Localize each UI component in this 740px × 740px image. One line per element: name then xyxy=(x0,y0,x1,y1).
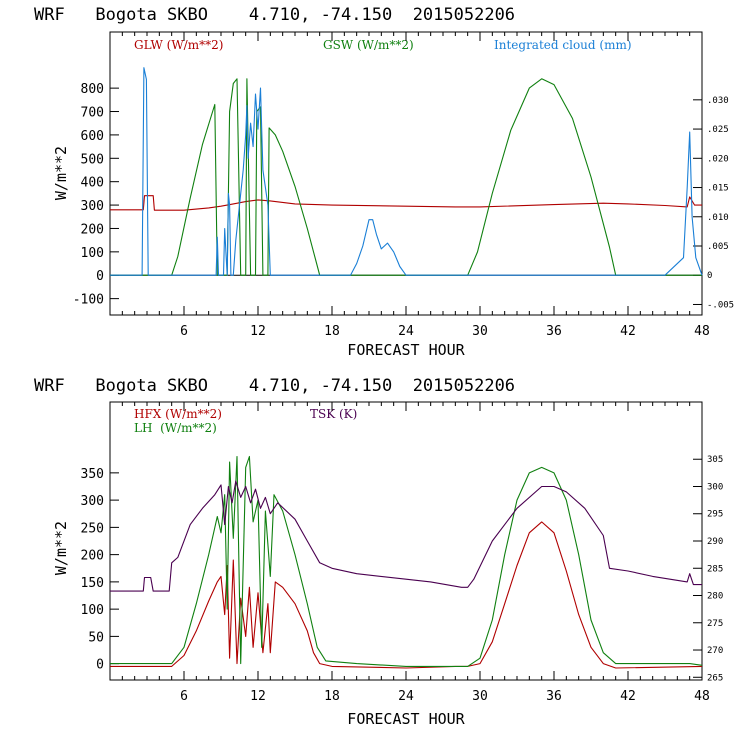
bottom-series-hfx xyxy=(110,521,703,669)
bottom-legend-tsk: TSK (K) xyxy=(310,407,357,421)
bottom-right-tick-label: 285 xyxy=(707,564,723,574)
top-plot-frame xyxy=(109,31,703,316)
bottom-x-axis-label: FORECAST HOUR xyxy=(347,710,465,728)
bottom-chart-title: WRF Bogota SKBO 4.710, -74.150 201505220… xyxy=(34,376,515,396)
bottom-y-tick-label: 250 xyxy=(81,521,104,536)
top-series-gsw xyxy=(110,78,702,276)
top-y-tick-label: 100 xyxy=(81,246,104,261)
top-x-tick-label: 42 xyxy=(620,324,636,339)
top-legend-cloud: Integrated cloud (mm) xyxy=(494,38,632,52)
top-right-tick-label: .020 xyxy=(707,154,729,164)
top-x-tick-label: 18 xyxy=(324,324,340,339)
top-y-ticks: 800 700 600 500 400 300 200 100 0 -100 xyxy=(73,82,119,308)
top-y-tick-label: 700 xyxy=(81,106,104,121)
top-y-tick-label: 400 xyxy=(81,176,104,191)
top-chart-title: WRF Bogota SKBO 4.710, -74.150 201505220… xyxy=(34,5,515,25)
bottom-right-tick-label: 280 xyxy=(707,592,723,602)
top-legend-gsw: GSW (W/m**2) xyxy=(323,38,414,52)
top-legend-glw: GLW (W/m**2) xyxy=(134,38,223,52)
bottom-right-tick-label: 295 xyxy=(707,510,723,520)
bottom-y-tick-label: 100 xyxy=(81,603,104,618)
top-x-tick-label: 24 xyxy=(398,324,414,339)
bottom-x-tick-label: 18 xyxy=(324,689,340,704)
bottom-right-tick-label: 300 xyxy=(707,482,723,492)
bottom-y-tick-label: 300 xyxy=(81,494,104,509)
bottom-series-tsk xyxy=(110,480,702,592)
top-right-tick-label: .025 xyxy=(707,125,729,135)
bottom-y-ticks: 350 300 250 200 150 100 50 0 xyxy=(81,467,119,673)
bottom-x-tick-label: 24 xyxy=(398,689,414,704)
bottom-right-tick-label: 305 xyxy=(707,455,723,465)
top-panel: WRF Bogota SKBO 4.710, -74.150 201505220… xyxy=(34,5,734,359)
top-right-tick-label: .005 xyxy=(707,242,729,252)
bottom-right-tick-label: 290 xyxy=(707,537,723,547)
top-x-tick-label: 30 xyxy=(472,324,488,339)
bottom-y-tick-label: 200 xyxy=(81,549,104,564)
bottom-x-tick-label: 12 xyxy=(250,689,266,704)
top-x-axis-label: FORECAST HOUR xyxy=(347,341,465,359)
top-y-tick-label: 0 xyxy=(96,269,104,284)
top-series xyxy=(110,67,703,276)
top-series-integrated xyxy=(110,67,703,276)
top-right-tick-label: .010 xyxy=(707,213,729,223)
bottom-panel: WRF Bogota SKBO 4.710, -74.150 201505220… xyxy=(34,376,723,728)
bottom-legend-lh: LH (W/m**2) xyxy=(134,421,217,435)
bottom-y-tick-label: 0 xyxy=(96,658,104,673)
top-right-ticks: .030 .025 .020 .015 .010 .005 0 -.005 xyxy=(693,96,734,310)
top-y-axis-label: W/m**2 xyxy=(52,146,70,200)
top-y-tick-label: 600 xyxy=(81,129,104,144)
bottom-series xyxy=(110,455,703,669)
top-y-tick-label: 300 xyxy=(81,199,104,214)
top-right-tick-label: .030 xyxy=(707,96,729,106)
top-right-tick-label: -.005 xyxy=(707,300,734,310)
bottom-x-tick-label: 36 xyxy=(546,689,562,704)
bottom-x-tick-label: 30 xyxy=(472,689,488,704)
bottom-x-ticks: 6 12 18 24 30 36 42 48 xyxy=(109,402,710,704)
bottom-x-tick-label: 6 xyxy=(180,689,188,704)
bottom-y-tick-label: 350 xyxy=(81,467,104,482)
top-x-tick-label: 12 xyxy=(250,324,266,339)
top-x-tick-label: 48 xyxy=(694,324,710,339)
bottom-right-tick-label: 270 xyxy=(707,646,723,656)
top-right-tick-label: 0 xyxy=(707,271,712,281)
bottom-plot-frame xyxy=(109,401,703,681)
bottom-y-axis-label: W/m**2 xyxy=(52,521,70,575)
bottom-right-tick-label: 275 xyxy=(707,619,723,629)
top-series-glw xyxy=(110,195,702,211)
bottom-legend-hfx: HFX (W/m**2) xyxy=(134,407,222,421)
top-y-tick-label: 500 xyxy=(81,152,104,167)
top-y-tick-label: 200 xyxy=(81,222,104,237)
top-x-tick-label: 36 xyxy=(546,324,562,339)
top-x-tick-label: 6 xyxy=(180,324,188,339)
bottom-x-tick-label: 48 xyxy=(694,689,710,704)
top-y-tick-label: -100 xyxy=(73,293,104,308)
top-y-tick-label: 800 xyxy=(81,82,104,97)
bottom-y-tick-label: 50 xyxy=(88,630,104,645)
top-x-ticks: 6 12 18 24 30 36 42 48 xyxy=(109,32,710,339)
bottom-x-tick-label: 42 xyxy=(620,689,636,704)
bottom-right-tick-label: 265 xyxy=(707,673,723,683)
bottom-y-tick-label: 150 xyxy=(81,576,104,591)
top-right-tick-label: .015 xyxy=(707,184,729,194)
bottom-series-lh xyxy=(110,455,703,667)
bottom-right-ticks: 305 300 295 290 285 280 275 270 265 xyxy=(693,455,723,683)
